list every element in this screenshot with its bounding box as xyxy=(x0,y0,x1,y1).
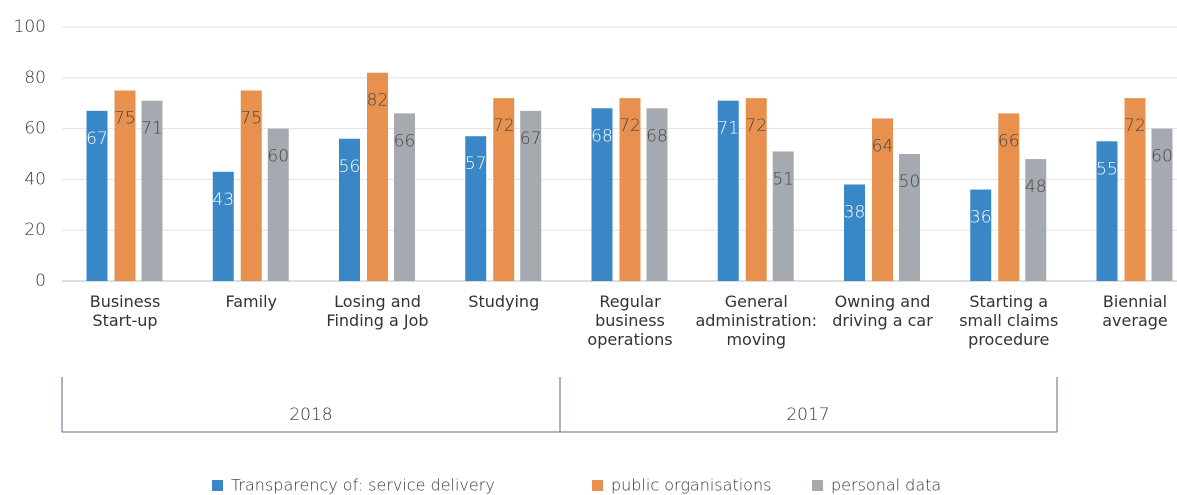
bar xyxy=(1151,128,1173,281)
bar xyxy=(899,154,920,281)
bar xyxy=(1025,159,1047,281)
data-label: 36 xyxy=(970,208,992,228)
data-label: 71 xyxy=(141,119,163,139)
data-label: 72 xyxy=(1124,116,1146,136)
data-label: 64 xyxy=(872,136,894,156)
data-label: 38 xyxy=(844,202,866,222)
bar xyxy=(844,184,865,281)
bar xyxy=(465,136,487,281)
x-tick-label: Business Start-up xyxy=(89,292,161,330)
y-tick-label: 40 xyxy=(24,169,46,189)
bar xyxy=(998,113,1020,281)
group-label: 2017 xyxy=(786,405,829,425)
data-label: 72 xyxy=(493,116,515,136)
bar xyxy=(394,113,415,281)
bar xyxy=(520,110,542,281)
data-label: 51 xyxy=(772,169,794,189)
bar xyxy=(339,138,360,281)
group-bracket xyxy=(61,377,1058,433)
data-label: 72 xyxy=(745,116,767,136)
legend-label: Transparency of: service delivery xyxy=(231,476,495,495)
bar xyxy=(86,110,108,281)
data-label: 68 xyxy=(591,126,613,146)
data-label: 56 xyxy=(339,157,361,177)
legend-swatch xyxy=(592,480,603,491)
bar xyxy=(114,90,136,281)
data-label: 82 xyxy=(367,91,389,111)
x-tick-label: Starting a small claims procedure xyxy=(959,292,1059,349)
y-tick-label: 100 xyxy=(14,17,46,37)
bar xyxy=(240,90,262,281)
bar xyxy=(970,189,992,281)
data-label: 67 xyxy=(86,129,108,149)
data-label: 57 xyxy=(465,154,487,174)
y-tick-label: 80 xyxy=(24,68,46,88)
data-label: 50 xyxy=(899,172,921,192)
bar xyxy=(1096,141,1118,281)
bar xyxy=(367,72,388,281)
bar xyxy=(141,100,163,281)
x-tick-label: Losing and Finding a Job xyxy=(326,292,429,330)
bar xyxy=(212,171,234,281)
bar xyxy=(646,108,668,281)
legend-label: public organisations xyxy=(611,476,771,495)
bar xyxy=(772,151,794,281)
data-label: 66 xyxy=(998,131,1020,151)
y-tick-label: 20 xyxy=(24,220,46,240)
legend-label: personal data xyxy=(831,476,941,495)
bar xyxy=(619,98,641,282)
data-label: 60 xyxy=(1151,147,1173,167)
data-label: 75 xyxy=(114,109,136,129)
x-tick-label: General administration: moving xyxy=(695,292,818,349)
bar xyxy=(745,98,767,282)
bar xyxy=(1124,98,1146,282)
data-label: 43 xyxy=(212,190,234,210)
bar xyxy=(591,108,613,281)
data-label: 71 xyxy=(717,119,739,139)
bar xyxy=(717,100,739,281)
legend-swatch xyxy=(212,480,223,491)
data-label: 55 xyxy=(1096,159,1118,179)
data-label: 72 xyxy=(619,116,641,136)
data-label: 68 xyxy=(646,126,668,146)
data-label: 66 xyxy=(394,131,416,151)
bar xyxy=(267,128,289,281)
y-tick-label: 60 xyxy=(24,119,46,139)
group-label: 2018 xyxy=(289,405,332,425)
data-label: 75 xyxy=(240,109,262,129)
data-label: 67 xyxy=(520,129,542,149)
bar xyxy=(872,118,893,281)
x-tick-label: Biennial average xyxy=(1102,292,1168,330)
legend-swatch xyxy=(812,480,823,491)
x-tick-label: Family xyxy=(225,292,277,311)
x-tick-label: Owning and driving a car xyxy=(832,292,933,330)
data-label: 60 xyxy=(267,147,289,167)
bar xyxy=(493,98,515,282)
y-tick-label: 0 xyxy=(35,271,46,291)
data-label: 48 xyxy=(1025,177,1047,197)
x-tick-label: Studying xyxy=(468,292,540,311)
x-tick-label: Regular business operations xyxy=(587,292,673,349)
